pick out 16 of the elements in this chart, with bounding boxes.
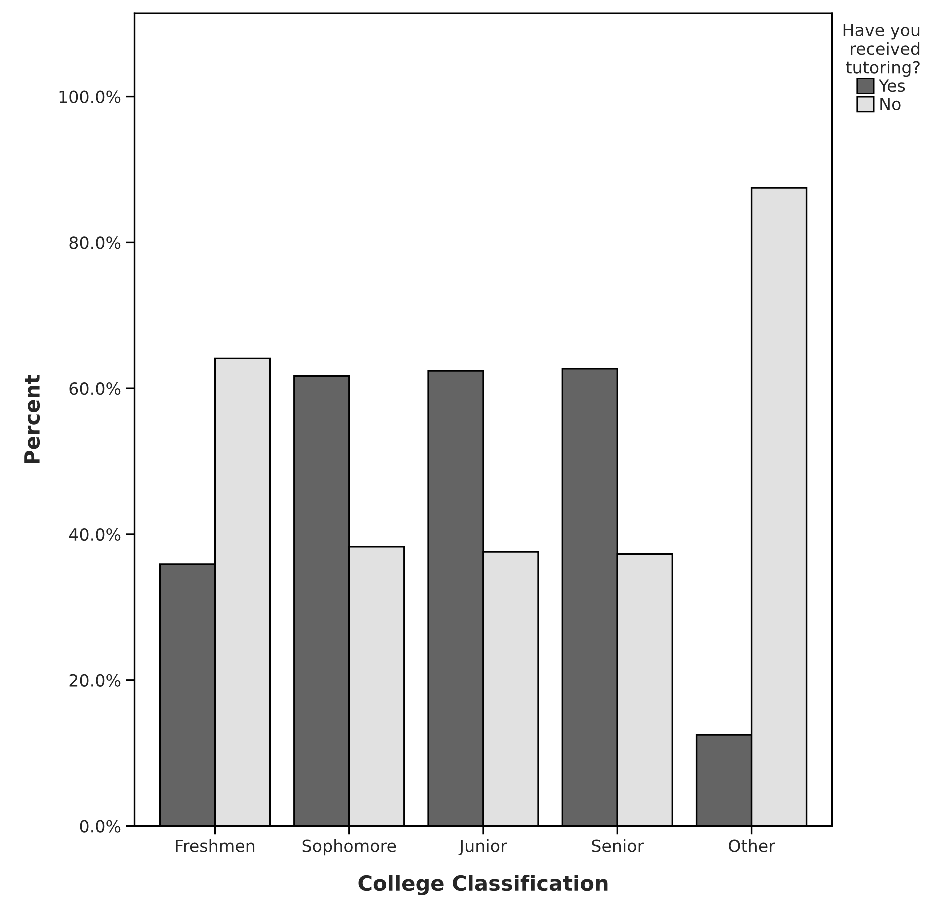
- y-tick-label: 40.0%: [69, 528, 121, 542]
- y-tick-label: 20.0%: [70, 674, 121, 687]
- y-tick-label: 60.0%: [70, 382, 121, 396]
- x-axis-title: College Classification: [358, 875, 608, 896]
- legend-label: No: [880, 98, 901, 110]
- y-axis-title: Percent: [24, 374, 40, 464]
- x-tick-label: Freshmen: [176, 839, 255, 852]
- legend-label: Yes: [879, 80, 906, 92]
- x-tick-label: Sophomore: [302, 839, 396, 856]
- y-tick-label: 0.0%: [80, 820, 121, 833]
- x-tick-label: Junior: [458, 839, 508, 856]
- x-tick-label: Other: [729, 839, 776, 852]
- y-tick-label: 100.0%: [60, 90, 121, 104]
- legend-title: Have you received tutoring?: [844, 24, 920, 78]
- x-tick-label: Senior: [592, 839, 644, 852]
- y-tick-label: 80.0%: [70, 236, 121, 250]
